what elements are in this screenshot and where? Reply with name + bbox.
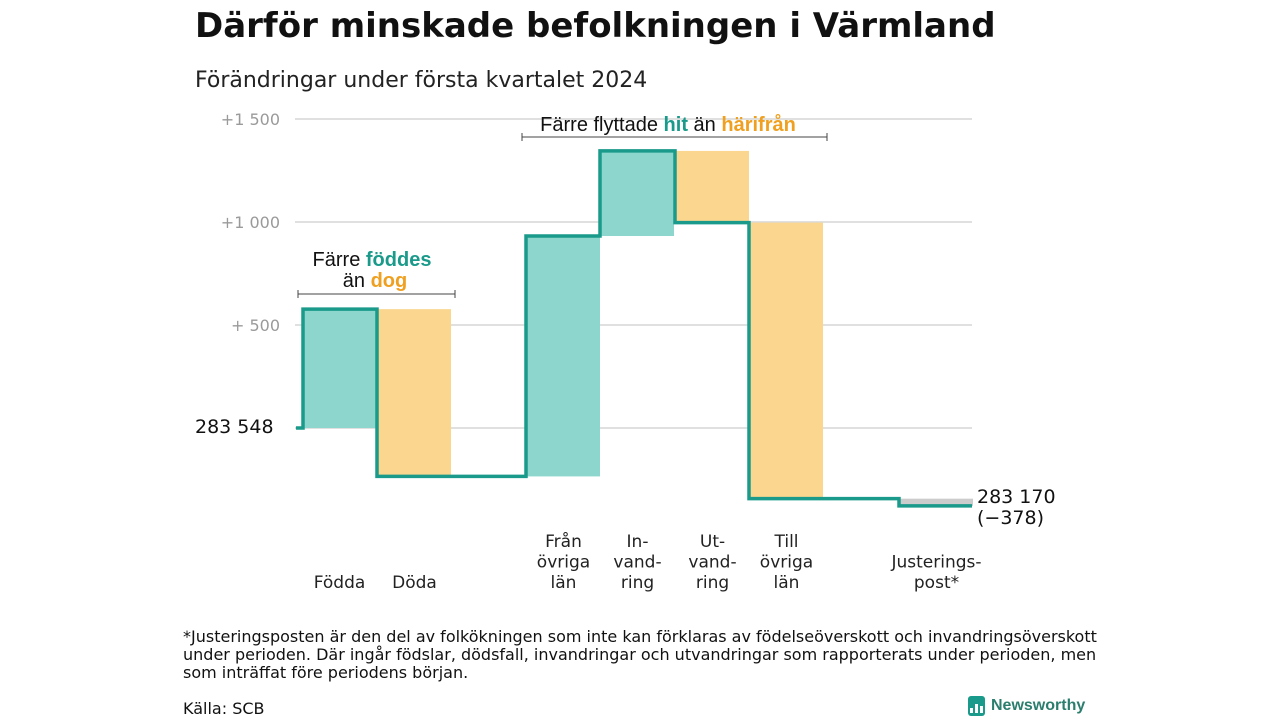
category-label-justeringspost: Justerings- bbox=[890, 553, 981, 573]
end-value-label: 283 170 bbox=[977, 486, 1056, 508]
chart-title: Därför minskade befolkningen i Värmland bbox=[195, 6, 996, 46]
footnote: *Justeringsposten är den del av folkökni… bbox=[183, 627, 1097, 682]
category-label-invandring: In- bbox=[627, 532, 649, 552]
category-label-invandring: vand- bbox=[613, 553, 661, 573]
category-label-fran_ovriga_lan: Från bbox=[545, 531, 582, 552]
bar-fran_ovriga_lan bbox=[527, 236, 600, 477]
newsworthy-icon bbox=[968, 696, 985, 716]
category-label-justeringspost: post* bbox=[914, 573, 959, 593]
y-tick-label: +1 000 bbox=[221, 213, 280, 232]
y-tick-label: +1 500 bbox=[221, 110, 280, 129]
annotation-births: Färre föddes än dog bbox=[297, 249, 456, 298]
annotation-moves: Färre flyttade hit än härifrån bbox=[521, 113, 828, 141]
category-labels: Födda DödaFrånövrigalänIn-vand-ringUt-van… bbox=[314, 531, 982, 593]
source-label: Källa: SCB bbox=[183, 699, 265, 718]
category-label-fran_ovriga_lan: övriga bbox=[537, 553, 590, 573]
bar-invandring bbox=[601, 150, 674, 237]
annotation-births-line2: än dog bbox=[343, 270, 407, 292]
category-label-till_ovriga_lan: övriga bbox=[760, 553, 813, 573]
category-label-fran_ovriga_lan: län bbox=[551, 573, 577, 593]
brand-name: Newsworthy bbox=[991, 697, 1086, 714]
start-value-label: 283 548 bbox=[195, 416, 274, 438]
category-label-till_ovriga_lan: Till bbox=[773, 532, 798, 552]
waterfall-line bbox=[296, 149, 972, 508]
chart-subtitle: Förändringar under första kvartalet 2024 bbox=[195, 68, 648, 93]
category-label-invandring: ring bbox=[621, 573, 654, 593]
category-label-utvandring: Ut- bbox=[700, 532, 725, 552]
category-label-utvandring: vand- bbox=[688, 553, 736, 573]
brand-logo: Newsworthy bbox=[968, 696, 1085, 716]
category-label-utvandring: ring bbox=[696, 573, 729, 593]
waterfall-chart: + 500+1 000+1 500 Födda DödaFrånövrigalän… bbox=[195, 110, 1056, 593]
category-label-doda: Döda bbox=[392, 573, 437, 593]
annotation-moves-text: Färre flyttade hit än härifrån bbox=[540, 113, 796, 136]
category-label-till_ovriga_lan: län bbox=[774, 573, 800, 593]
y-axis-ticks: + 500 +1 000 +1 500 bbox=[221, 110, 280, 335]
y-tick-label: + 500 bbox=[231, 316, 280, 335]
bar-fodda bbox=[303, 309, 376, 428]
end-change-label: (−378) bbox=[977, 507, 1044, 529]
bar-till_ovriga_lan bbox=[750, 222, 823, 499]
category-label-fodda: Födda bbox=[314, 573, 366, 593]
bar-utvandring bbox=[676, 150, 749, 223]
annotation-births-line1: Färre föddes bbox=[313, 249, 432, 271]
bar-justeringspost bbox=[900, 498, 973, 506]
bar-doda bbox=[378, 309, 451, 477]
bar-layer bbox=[303, 150, 973, 506]
